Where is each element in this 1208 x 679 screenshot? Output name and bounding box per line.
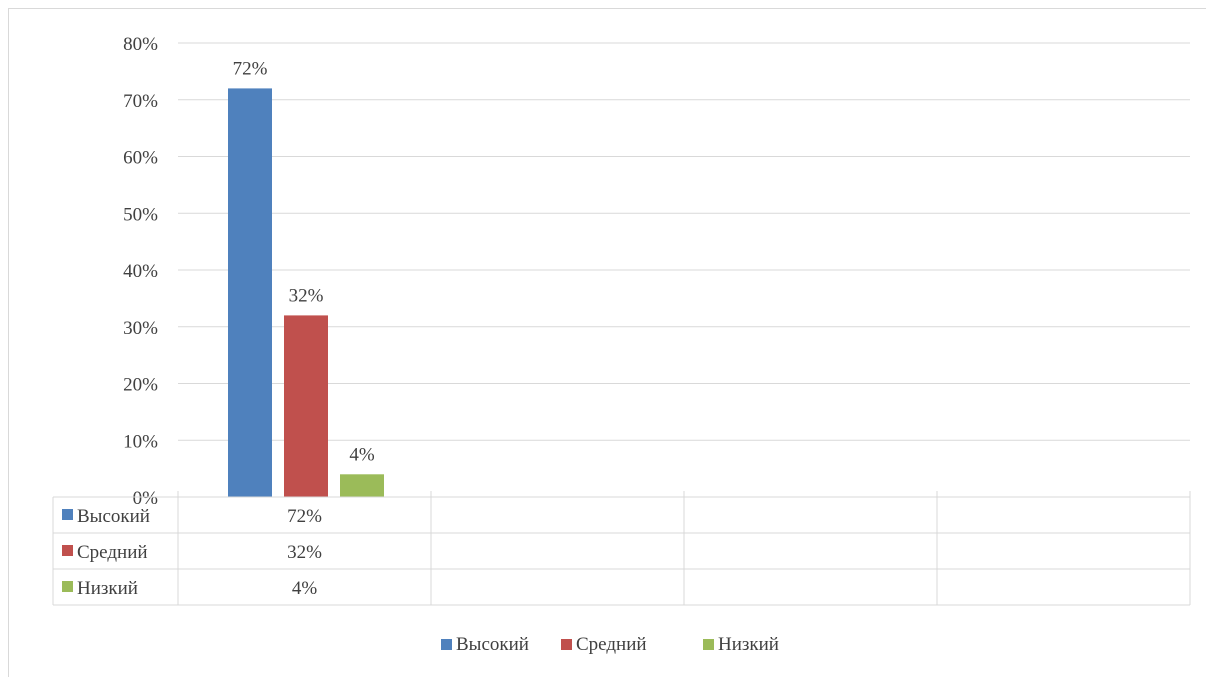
data-label: 32% [289,285,324,306]
y-tick-label: 50% [123,204,158,225]
y-tick-label: 40% [123,261,158,282]
legend-key [441,639,452,650]
table-legend-key [62,545,73,556]
bar [228,88,272,498]
table-row-label: Средний [77,542,148,563]
chart-frame [8,8,1206,677]
legend-label: Высокий [456,634,529,655]
legend-key [561,639,572,650]
y-tick-label: 80% [123,34,158,55]
gridlines [178,42,1190,498]
table-cell: 32% [287,542,322,563]
table-cell: 4% [292,578,318,599]
y-tick-label: 20% [123,375,158,396]
bar [284,315,328,497]
table-legend-key [62,509,73,520]
y-tick-label: 30% [123,318,158,339]
table-row-label: Высокий [77,506,150,527]
legend: Высокий Средний Низкий [441,634,779,655]
legend-label: Средний [576,634,647,655]
table-row-label: Низкий [77,578,138,599]
y-axis: 0% 10% 20% 30% 40% 50% 60% 70% 80% [123,34,158,509]
bar [340,474,384,497]
legend-key [703,639,714,650]
data-label: 4% [349,444,375,465]
y-tick-label: 0% [133,488,159,509]
data-label: 72% [233,58,268,79]
y-tick-label: 10% [123,431,158,452]
table-legend-key [62,581,73,592]
y-tick-label: 70% [123,91,158,112]
legend-label: Низкий [718,634,779,655]
table-cell: 72% [287,506,322,527]
y-tick-label: 60% [123,148,158,169]
data-table: Высокий 72% Средний 32% Низкий 4% [52,491,1191,606]
bars: 72% 32% 4% [228,58,384,498]
